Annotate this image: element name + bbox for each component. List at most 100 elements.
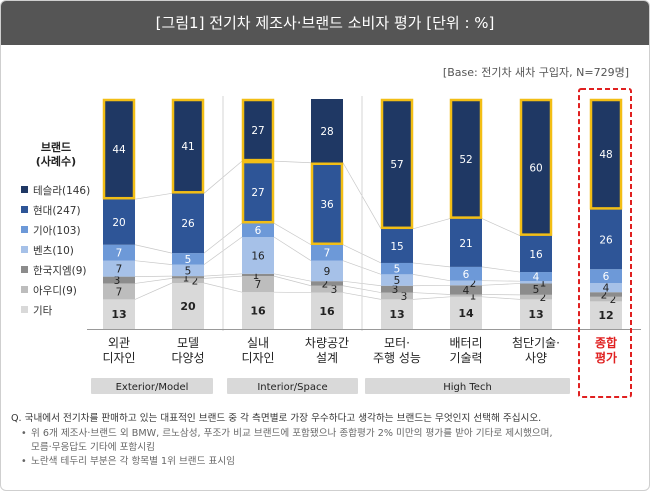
data-label: 60 (529, 162, 542, 174)
footer-notes: Q. 국내에서 전기차를 판매하고 있는 대표적인 브랜드 중 각 측면별로 가… (11, 410, 641, 470)
bar-segment (103, 199, 135, 245)
bar-segment (103, 276, 135, 284)
bar-segment (590, 292, 622, 297)
category-label: 설계 (316, 351, 338, 365)
bar-segment (450, 296, 482, 329)
bar-segment (450, 280, 482, 286)
data-label: 26 (599, 234, 613, 246)
legend-item: 테슬라(146) (21, 183, 90, 198)
connector-line (134, 244, 173, 254)
category-label: 종합 (595, 335, 617, 350)
stacked-bar-chart: 1373772044202155264116711662727163297362… (87, 88, 641, 398)
top-brand-highlight (449, 98, 483, 219)
top-brand-highlight (519, 98, 553, 236)
data-label: 2 (601, 290, 608, 302)
category-label: 다양성 (171, 351, 204, 365)
data-label: 5 (185, 265, 192, 277)
legend-swatch (21, 246, 28, 253)
top-brand-highlight (241, 160, 275, 224)
data-label: 1 (183, 272, 190, 284)
bar-segment (590, 296, 622, 302)
bar-segment (520, 235, 552, 273)
overall-emphasis-box (578, 88, 632, 398)
legend-swatch (21, 286, 28, 293)
data-label: 52 (459, 154, 472, 166)
bar-segment (520, 272, 552, 282)
data-label: 5 (394, 264, 401, 276)
legend-swatch (21, 206, 28, 213)
data-label: 13 (528, 308, 543, 321)
bar-segment (450, 285, 482, 295)
base-note: [Base: 전기차 새차 구입자, N=729명] (442, 66, 629, 79)
data-label: 48 (599, 149, 612, 161)
top-brand-highlight (102, 98, 136, 200)
legend-title-line: (사례수) (35, 155, 77, 168)
data-label: 44 (112, 144, 126, 156)
legend-title: 브랜드 (사례수) (1, 141, 111, 169)
legend-item: 기타 (21, 303, 52, 318)
legend-label: 현대(247) (33, 205, 81, 217)
bar-segment (103, 260, 135, 277)
legend-swatch (21, 266, 28, 273)
data-label: 4 (463, 285, 470, 297)
category-label: 첨단기술· (512, 336, 560, 350)
survey-question: Q. 국내에서 전기차를 판매하고 있는 대표적인 브랜드 중 각 측면별로 가… (11, 413, 542, 424)
legend-swatch (21, 226, 28, 233)
category-label: 주행 성능 (373, 350, 421, 365)
data-label: 9 (324, 266, 331, 278)
group-label: High Tech (443, 382, 492, 393)
data-label: 13 (389, 308, 404, 321)
bar-segment (242, 273, 274, 277)
connector-line (134, 192, 173, 200)
connector-line (412, 262, 451, 268)
bar-segment (103, 99, 135, 200)
bar-segment (103, 299, 135, 329)
data-label: 6 (255, 225, 262, 237)
data-label: 16 (251, 250, 265, 262)
category-label: 외관 (108, 336, 130, 350)
top-brand-highlight (310, 162, 344, 245)
bar-segment (311, 292, 343, 329)
data-label: 14 (458, 307, 474, 320)
data-label: 1 (540, 277, 547, 289)
data-label: 28 (320, 126, 333, 138)
data-label: 6 (603, 271, 610, 283)
connector-line (134, 275, 173, 277)
bar-segment (103, 244, 135, 261)
data-label: 3 (114, 275, 121, 287)
bar-segment (520, 283, 552, 295)
data-label: 5 (185, 254, 192, 266)
data-label: 26 (181, 218, 195, 230)
bar-segment (381, 274, 413, 286)
footnote: • 위 6개 제조사·브랜드 외 BMW, 르노삼성, 푸조가 비교 브랜드에 포… (21, 428, 553, 439)
bar-segment (242, 99, 274, 162)
legend-swatch (21, 186, 28, 193)
data-label: 3 (392, 284, 399, 296)
bar-segment (590, 283, 622, 293)
data-label: 7 (116, 286, 123, 298)
group-label: Interior/Space (257, 382, 327, 393)
data-label: 2 (322, 278, 329, 290)
bar-segment (590, 301, 622, 329)
data-label: 41 (181, 141, 194, 153)
data-label: 7 (255, 279, 262, 291)
bar-segment (172, 193, 204, 254)
data-label: 1 (470, 291, 477, 303)
connector-line (273, 160, 312, 164)
bar-segment (242, 223, 274, 237)
category-label: 디자인 (102, 351, 135, 365)
bar-segment (381, 299, 413, 329)
legend-item: 현대(247) (21, 203, 81, 218)
bar-segment (172, 278, 204, 283)
top-brand-highlight (380, 98, 414, 230)
bar-segment (590, 209, 622, 270)
data-label: 13 (111, 308, 126, 321)
connector-line (481, 283, 521, 286)
connector-line (273, 222, 312, 246)
group-label-box (91, 378, 213, 394)
legend-item: 기아(103) (21, 223, 81, 238)
bar-segment (172, 99, 204, 194)
connector-line (412, 274, 451, 282)
data-label: 5 (394, 275, 401, 287)
category-label: 모델 (177, 336, 199, 350)
